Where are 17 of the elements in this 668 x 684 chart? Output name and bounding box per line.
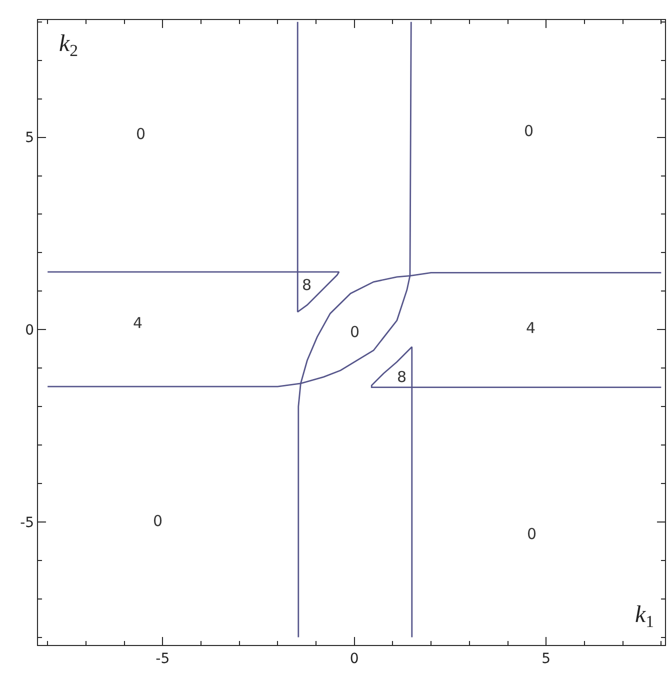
annotation: 4 — [526, 319, 536, 337]
annotation: 8 — [302, 276, 312, 294]
y-tick-label: 5 — [25, 130, 34, 146]
x-tick-label: 5 — [542, 650, 551, 667]
y-axis-title: k$_{2}$ — [59, 31, 78, 60]
annotation: 0 — [153, 512, 163, 530]
annotation: 8 — [397, 368, 407, 386]
x-tick-label: 0 — [350, 650, 359, 667]
annotation: 0 — [527, 525, 537, 543]
annotation: 0 — [350, 323, 360, 341]
annotation: 0 — [136, 125, 146, 143]
annotation: 4 — [133, 314, 143, 332]
x-axis-title: k$_{1}$ — [635, 602, 654, 632]
annotation: 0 — [524, 122, 534, 140]
x-tick-label: -5 — [156, 650, 170, 667]
y-tick-label: -5 — [20, 514, 34, 531]
y-tick-label: 0 — [25, 322, 34, 339]
